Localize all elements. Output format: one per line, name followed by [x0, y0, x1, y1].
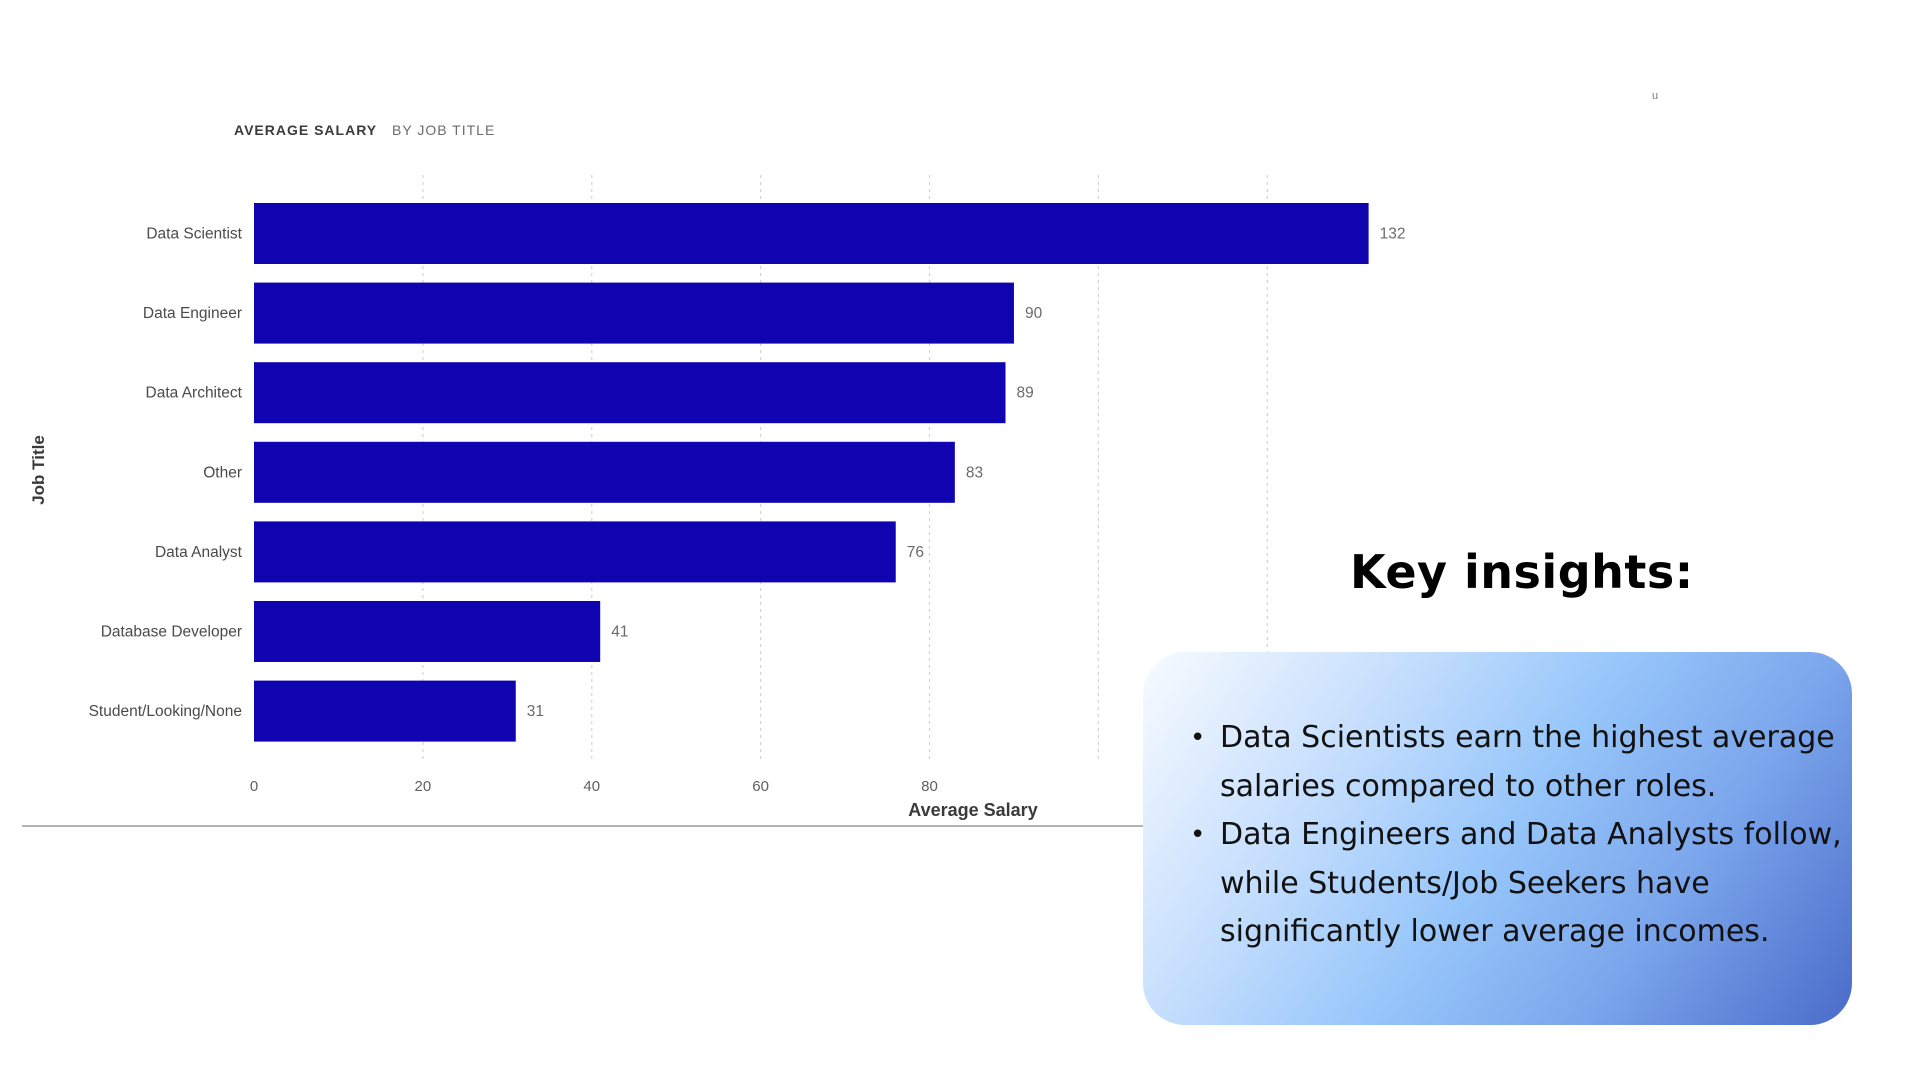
corner-mark: u — [1652, 90, 1659, 102]
chart-title: AVERAGE SALARY — [234, 122, 378, 138]
category-label: Other — [203, 464, 242, 481]
data-label: 31 — [527, 703, 544, 720]
bar[interactable] — [254, 362, 1006, 424]
bullet-icon: • — [1190, 723, 1206, 753]
bar[interactable] — [254, 521, 896, 583]
bar[interactable] — [254, 441, 955, 503]
category-label: Data Architect — [146, 385, 243, 402]
x-tick-label: 80 — [921, 778, 938, 795]
x-tick-label: 40 — [583, 778, 600, 795]
bar[interactable] — [254, 203, 1369, 264]
bars — [254, 203, 1369, 742]
bar[interactable] — [254, 601, 601, 662]
category-label: Database Developer — [101, 624, 242, 641]
data-label: 76 — [907, 544, 924, 561]
category-label: Data Engineer — [143, 305, 242, 322]
bar[interactable] — [254, 680, 516, 742]
labels: 0 20 40 60 80 Data Scientist 132 Data Engineer 9… — [89, 226, 1406, 796]
data-label: 41 — [611, 624, 628, 641]
bar[interactable] — [254, 282, 1014, 344]
data-label: 132 — [1380, 226, 1406, 243]
x-tick-label: 0 — [250, 778, 258, 795]
x-tick-label: 20 — [415, 778, 432, 795]
data-label: 90 — [1025, 305, 1043, 322]
bullet-icon: • — [1190, 820, 1206, 850]
y-axis-title: Job Title — [29, 435, 48, 505]
insight-item: • Data Scientists earn the highest avera… — [1190, 714, 1852, 811]
chart-subtitle: BY JOB TITLE — [392, 122, 496, 138]
insights-title: Key insights: — [1350, 545, 1694, 599]
data-label: 89 — [1017, 385, 1034, 402]
data-label: 83 — [966, 464, 983, 481]
category-label: Student/Looking/None — [89, 703, 242, 720]
category-label: Data Scientist — [146, 226, 242, 243]
category-label: Data Analyst — [155, 544, 243, 561]
x-axis-title: Average Salary — [908, 800, 1037, 820]
insight-text: Data Scientists earn the highest average… — [1220, 720, 1835, 804]
insight-text: Data Engineers and Data Analysts follow,… — [1220, 817, 1842, 949]
insight-item: • Data Engineers and Data Analysts follo… — [1190, 811, 1852, 957]
insights-panel: • Data Scientists earn the highest avera… — [1143, 652, 1852, 1025]
insights-list: • Data Scientists earn the highest avera… — [1173, 714, 1852, 957]
x-tick-label: 60 — [752, 778, 769, 795]
